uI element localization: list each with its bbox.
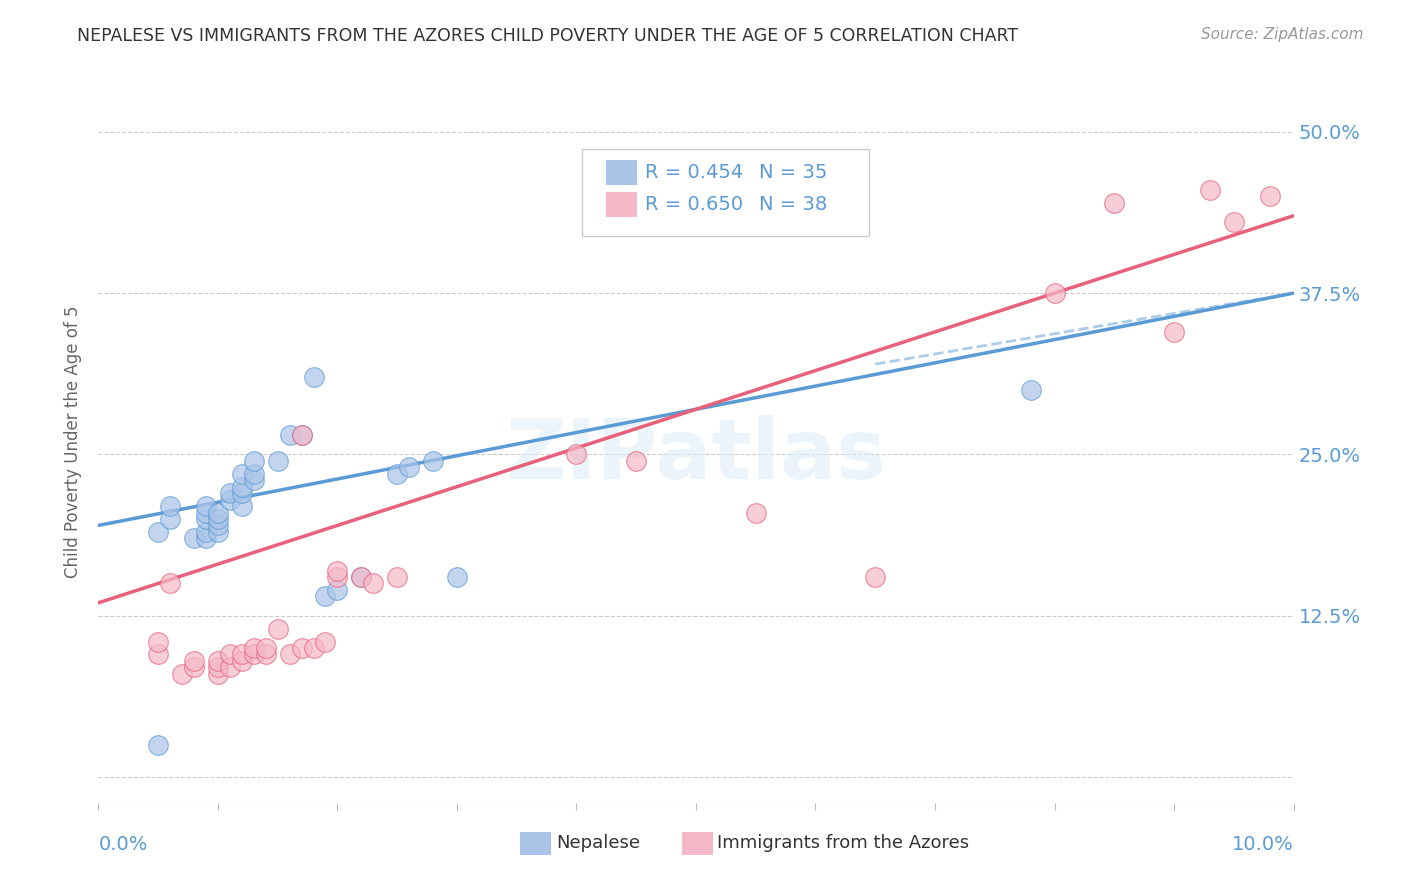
Point: [865, 570, 887, 584]
Point: [363, 576, 385, 591]
Point: [207, 654, 229, 668]
Point: [267, 622, 290, 636]
Point: [172, 666, 194, 681]
Point: [422, 454, 444, 468]
Text: N = 35: N = 35: [759, 163, 828, 182]
Text: 0.0%: 0.0%: [98, 835, 148, 854]
Point: [219, 660, 242, 674]
Point: [207, 666, 229, 681]
Point: [398, 460, 420, 475]
Point: [243, 473, 266, 487]
Point: [278, 648, 301, 662]
Point: [254, 640, 277, 655]
Point: [315, 590, 337, 604]
Point: [1223, 215, 1246, 229]
Point: [1163, 325, 1185, 339]
Point: [183, 654, 205, 668]
Y-axis label: Child Poverty Under the Age of 5: Child Poverty Under the Age of 5: [65, 305, 83, 578]
Point: [291, 428, 314, 442]
Point: [385, 570, 409, 584]
Point: [326, 570, 349, 584]
Point: [243, 454, 266, 468]
Point: [195, 499, 218, 513]
Point: [231, 480, 253, 494]
Point: [219, 486, 242, 500]
Point: [148, 738, 170, 752]
Point: [302, 370, 325, 384]
Point: [195, 524, 218, 539]
Point: [267, 454, 290, 468]
Point: [326, 564, 349, 578]
Point: [219, 648, 242, 662]
Text: Nepalese: Nepalese: [557, 834, 640, 852]
Point: [243, 467, 266, 481]
Text: R = 0.454: R = 0.454: [644, 163, 742, 182]
Point: [159, 512, 181, 526]
Point: [219, 492, 242, 507]
Point: [207, 512, 229, 526]
FancyBboxPatch shape: [520, 831, 551, 855]
Point: [1104, 195, 1126, 210]
Point: [446, 570, 468, 584]
Point: [1258, 189, 1281, 203]
Point: [231, 648, 253, 662]
Point: [385, 467, 409, 481]
Point: [207, 660, 229, 674]
Point: [745, 506, 768, 520]
Point: [315, 634, 337, 648]
Text: Immigrants from the Azores: Immigrants from the Azores: [717, 834, 970, 852]
Text: N = 38: N = 38: [759, 195, 828, 214]
Point: [148, 648, 170, 662]
Point: [326, 582, 349, 597]
Point: [183, 660, 205, 674]
Point: [207, 518, 229, 533]
Point: [291, 428, 314, 442]
Point: [148, 634, 170, 648]
Point: [302, 640, 325, 655]
Point: [159, 499, 181, 513]
Text: NEPALESE VS IMMIGRANTS FROM THE AZORES CHILD POVERTY UNDER THE AGE OF 5 CORRELAT: NEPALESE VS IMMIGRANTS FROM THE AZORES C…: [77, 27, 1018, 45]
Text: ZIPatlas: ZIPatlas: [506, 416, 886, 497]
Text: Source: ZipAtlas.com: Source: ZipAtlas.com: [1201, 27, 1364, 42]
Point: [195, 506, 218, 520]
Point: [243, 640, 266, 655]
Point: [231, 486, 253, 500]
Point: [231, 654, 253, 668]
Point: [148, 524, 170, 539]
Point: [1043, 286, 1066, 301]
Point: [1199, 183, 1222, 197]
Point: [231, 467, 253, 481]
Point: [231, 499, 253, 513]
FancyBboxPatch shape: [606, 161, 637, 185]
Point: [350, 570, 373, 584]
Point: [243, 648, 266, 662]
FancyBboxPatch shape: [606, 193, 637, 217]
Point: [1019, 383, 1042, 397]
Point: [207, 506, 229, 520]
Point: [350, 570, 373, 584]
Point: [183, 531, 205, 545]
FancyBboxPatch shape: [682, 831, 713, 855]
Point: [159, 576, 181, 591]
Point: [195, 512, 218, 526]
Point: [291, 640, 314, 655]
Point: [207, 524, 229, 539]
Point: [626, 454, 648, 468]
Point: [195, 531, 218, 545]
FancyBboxPatch shape: [582, 149, 869, 235]
Point: [278, 428, 301, 442]
Text: 10.0%: 10.0%: [1232, 835, 1294, 854]
Text: R = 0.650: R = 0.650: [644, 195, 742, 214]
Point: [565, 447, 588, 461]
Point: [254, 648, 277, 662]
